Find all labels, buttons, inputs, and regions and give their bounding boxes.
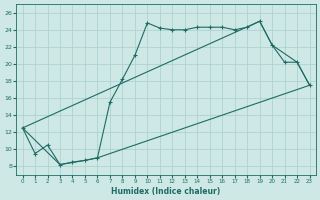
X-axis label: Humidex (Indice chaleur): Humidex (Indice chaleur) — [111, 187, 221, 196]
